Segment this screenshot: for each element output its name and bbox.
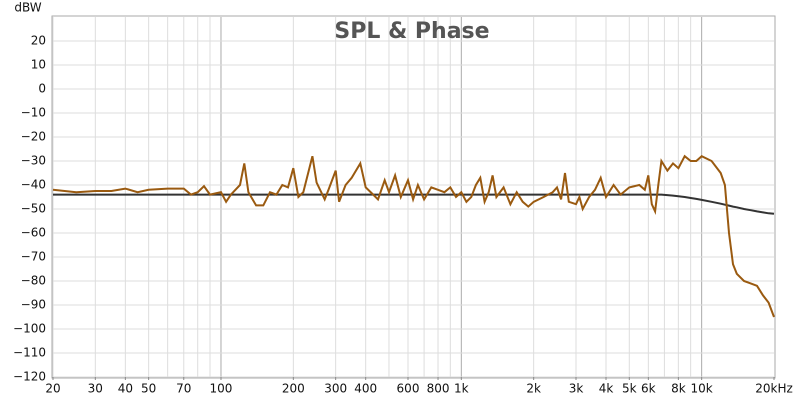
- y-tick-label: −60: [21, 226, 46, 240]
- y-tick-label: −70: [21, 250, 46, 264]
- y-unit: dBW: [14, 1, 41, 15]
- x-tick-label: 300: [324, 382, 347, 396]
- x-tick-label: 2k: [526, 382, 541, 396]
- x-tick-label: 3k: [569, 382, 584, 396]
- y-tick-label: 10: [31, 58, 46, 72]
- y-tick-label: −90: [21, 298, 46, 312]
- y-tick-label: −20: [21, 130, 46, 144]
- chart-title: SPL & Phase: [334, 19, 489, 44]
- x-tick-label: 200: [282, 382, 305, 396]
- y-tick-label: −110: [13, 346, 46, 360]
- y-tick-label: −120: [13, 370, 46, 384]
- x-tick-label: 100: [210, 382, 233, 396]
- x-tick-label: 10k: [691, 382, 713, 396]
- x-tick-label: 4k: [599, 382, 614, 396]
- x-tick-label: 8k: [671, 382, 686, 396]
- y-tick-label: −10: [21, 106, 46, 120]
- y-tick-label: −50: [21, 202, 46, 216]
- x-tick-label: 800: [427, 382, 450, 396]
- x-tick-label: 5k: [622, 382, 637, 396]
- y-tick-label: −30: [21, 154, 46, 168]
- y-tick-label: −100: [13, 322, 46, 336]
- series-line: [53, 193, 775, 215]
- x-tick-label: 50: [141, 382, 156, 396]
- x-tick-label: 20: [45, 382, 60, 396]
- y-tick-label: −80: [21, 274, 46, 288]
- x-tick-label: 400: [354, 382, 377, 396]
- y-tick-label: 20: [31, 34, 46, 48]
- x-tick-label: 40: [118, 382, 133, 396]
- series-line: [52, 154, 775, 318]
- y-tick-label: −40: [21, 178, 46, 192]
- x-tick-label: 30: [88, 382, 103, 396]
- x-tick-label: 1k: [454, 382, 469, 396]
- x-tick-label: 70: [176, 382, 191, 396]
- y-tick-label: 0: [38, 82, 46, 96]
- x-tick-label: 20kHz: [755, 382, 793, 396]
- x-tick-label: 600: [397, 382, 420, 396]
- x-tick-label: 6k: [641, 382, 656, 396]
